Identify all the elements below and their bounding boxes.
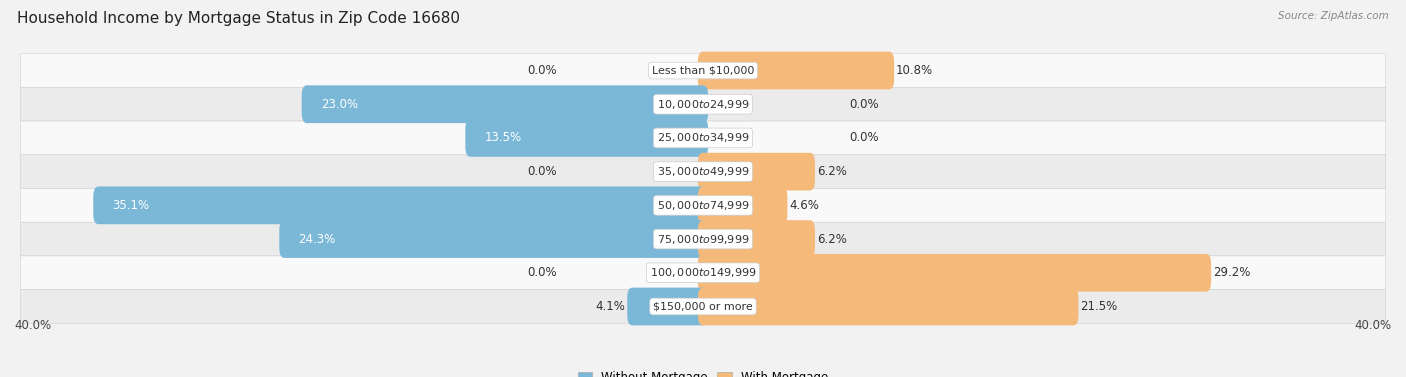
- Legend: Without Mortgage, With Mortgage: Without Mortgage, With Mortgage: [574, 366, 832, 377]
- Text: 0.0%: 0.0%: [527, 266, 557, 279]
- FancyBboxPatch shape: [20, 155, 1386, 188]
- Text: Source: ZipAtlas.com: Source: ZipAtlas.com: [1278, 11, 1389, 21]
- Text: 0.0%: 0.0%: [849, 98, 879, 111]
- Text: 35.1%: 35.1%: [112, 199, 149, 212]
- FancyBboxPatch shape: [20, 290, 1386, 323]
- FancyBboxPatch shape: [20, 54, 1386, 87]
- FancyBboxPatch shape: [697, 153, 815, 190]
- Text: $10,000 to $24,999: $10,000 to $24,999: [657, 98, 749, 111]
- Text: 40.0%: 40.0%: [1355, 319, 1392, 332]
- Text: $75,000 to $99,999: $75,000 to $99,999: [657, 233, 749, 245]
- FancyBboxPatch shape: [280, 220, 709, 258]
- Text: 0.0%: 0.0%: [527, 64, 557, 77]
- Text: 4.1%: 4.1%: [596, 300, 626, 313]
- Text: 13.5%: 13.5%: [484, 132, 522, 144]
- Text: $50,000 to $74,999: $50,000 to $74,999: [657, 199, 749, 212]
- Text: 23.0%: 23.0%: [321, 98, 357, 111]
- FancyBboxPatch shape: [697, 288, 1078, 325]
- FancyBboxPatch shape: [465, 119, 709, 157]
- Text: Household Income by Mortgage Status in Zip Code 16680: Household Income by Mortgage Status in Z…: [17, 11, 460, 26]
- FancyBboxPatch shape: [20, 222, 1386, 256]
- FancyBboxPatch shape: [20, 256, 1386, 290]
- Text: 21.5%: 21.5%: [1080, 300, 1118, 313]
- FancyBboxPatch shape: [697, 220, 815, 258]
- FancyBboxPatch shape: [697, 187, 787, 224]
- FancyBboxPatch shape: [20, 121, 1386, 155]
- Text: Less than $10,000: Less than $10,000: [652, 66, 754, 75]
- Text: $25,000 to $34,999: $25,000 to $34,999: [657, 132, 749, 144]
- Text: 29.2%: 29.2%: [1213, 266, 1250, 279]
- FancyBboxPatch shape: [20, 188, 1386, 222]
- Text: $150,000 or more: $150,000 or more: [654, 302, 752, 311]
- Text: $100,000 to $149,999: $100,000 to $149,999: [650, 266, 756, 279]
- Text: 40.0%: 40.0%: [14, 319, 51, 332]
- Text: 24.3%: 24.3%: [298, 233, 336, 245]
- Text: 10.8%: 10.8%: [896, 64, 934, 77]
- Text: 0.0%: 0.0%: [527, 165, 557, 178]
- Text: 0.0%: 0.0%: [849, 132, 879, 144]
- FancyBboxPatch shape: [302, 85, 709, 123]
- FancyBboxPatch shape: [627, 288, 709, 325]
- Text: 6.2%: 6.2%: [817, 233, 846, 245]
- FancyBboxPatch shape: [697, 52, 894, 89]
- FancyBboxPatch shape: [697, 254, 1211, 292]
- FancyBboxPatch shape: [20, 87, 1386, 121]
- Text: 4.6%: 4.6%: [789, 199, 818, 212]
- Text: $35,000 to $49,999: $35,000 to $49,999: [657, 165, 749, 178]
- FancyBboxPatch shape: [93, 187, 709, 224]
- Text: 6.2%: 6.2%: [817, 165, 846, 178]
